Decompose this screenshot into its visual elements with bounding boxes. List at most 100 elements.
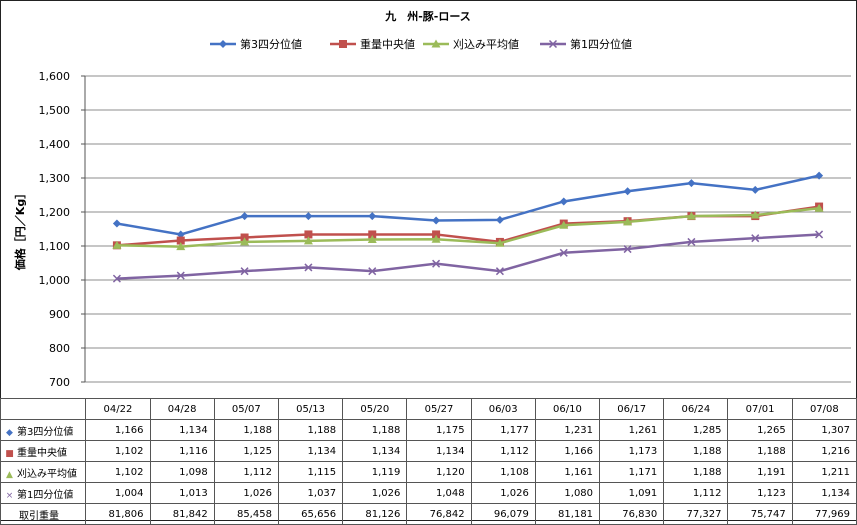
x-tick-label-text: 05/13 (296, 403, 325, 415)
table-row: × 第1四分位値 1,004 1,013 1,026 1,037 1,026 1,048 1,0… (0, 482, 857, 504)
data-label-text: 1,166 (114, 424, 144, 436)
data-label: 1,026 (213, 482, 279, 504)
data-point (304, 212, 313, 221)
x-tick-label: 05/07 (213, 398, 279, 420)
data-point (112, 274, 121, 283)
data-label: 1,265 (727, 419, 793, 441)
series-4 (112, 230, 824, 283)
data-label: 1,191 (727, 461, 793, 483)
data-point (751, 185, 760, 194)
legend-item-1: 第3四分位値 (210, 37, 302, 51)
volume-value-text: 81,126 (365, 508, 401, 520)
x-tick-label-text: 07/01 (745, 403, 775, 415)
data-label: 1,116 (149, 440, 215, 462)
data-label-text: 1,134 (307, 445, 337, 457)
data-label: 1,026 (342, 482, 408, 504)
row-label-text: 第3四分位値 (17, 426, 74, 438)
data-label: 1,211 (791, 461, 857, 483)
row-label: × 第1四分位値 (0, 482, 87, 504)
x-tick-label: 05/13 (277, 398, 344, 420)
data-label-text: 1,188 (692, 466, 722, 478)
data-label: 1,188 (277, 419, 344, 441)
data-label-text: 1,188 (371, 424, 401, 436)
legend-marker (219, 40, 227, 48)
y-tick-label: 1,500 (39, 104, 71, 117)
data-label-text: 1,231 (564, 424, 594, 436)
legend-item-3: 刈込み平均値 (423, 38, 519, 51)
data-label-text: 1,188 (692, 445, 722, 457)
data-label-text: 1,080 (564, 487, 594, 499)
legend-item-2: 重量中央値 (330, 37, 415, 51)
data-point (176, 271, 185, 280)
data-label-text: 1,119 (371, 466, 401, 478)
volume-value-text: 81,181 (558, 508, 594, 520)
volume-value: 77,969 (791, 503, 857, 525)
row-marker-icon: ◆ (6, 427, 13, 438)
data-label: 1,091 (599, 482, 665, 504)
data-label-text: 1,173 (628, 445, 658, 457)
data-label: 1,166 (85, 419, 151, 441)
y-tick-label: 1,100 (39, 240, 71, 253)
data-point (176, 230, 185, 239)
y-tick-label: 900 (49, 308, 70, 321)
data-label-text: 1,171 (628, 466, 658, 478)
data-point (686, 211, 696, 220)
data-label: 1,134 (791, 482, 857, 504)
data-point (304, 263, 313, 272)
data-label-text: 1,188 (307, 424, 337, 436)
row-label-text: 取引重量 (19, 510, 59, 522)
data-point (751, 234, 760, 243)
data-label: 1,119 (342, 461, 408, 483)
data-point (559, 197, 568, 206)
data-label-text: 1,123 (757, 487, 786, 499)
data-point (367, 235, 377, 244)
data-point (368, 212, 377, 221)
x-tick-label: 05/20 (342, 398, 408, 420)
data-label: 1,188 (727, 440, 793, 462)
x-tick-label-text: 04/28 (167, 403, 197, 415)
data-point (623, 217, 633, 226)
data-label-text: 1,013 (179, 487, 208, 499)
volume-value-text: 76,830 (622, 508, 658, 520)
data-label: 1,177 (470, 419, 536, 441)
data-label-text: 1,216 (821, 445, 850, 457)
data-label-text: 1,037 (307, 487, 337, 499)
data-label: 1,216 (791, 440, 857, 462)
x-tick-label-text: 04/22 (103, 403, 133, 415)
data-point (240, 237, 250, 246)
data-label: 1,115 (277, 461, 344, 483)
y-tick-label: 700 (49, 376, 70, 389)
data-point (815, 171, 824, 180)
data-label-text: 1,112 (692, 487, 722, 499)
data-point (368, 267, 377, 276)
data-label-text: 1,134 (821, 487, 850, 499)
data-label-text: 1,261 (628, 424, 658, 436)
x-tick-label-text: 06/10 (553, 403, 582, 415)
table-row: ■ 重量中央値 1,102 1,116 1,125 1,134 1,134 1,134 1,11… (0, 440, 857, 462)
data-label: 1,188 (213, 419, 279, 441)
data-label: 1,261 (599, 419, 665, 441)
data-label-text: 1,134 (435, 445, 465, 457)
data-label: 1,134 (277, 440, 344, 462)
y-tick-label: 1,400 (39, 138, 71, 151)
data-point (559, 220, 569, 229)
volume-value: 77,327 (663, 503, 729, 525)
table-row: 取引重量 81,806 81,842 85,458 65,656 81,126 76,842… (0, 503, 857, 525)
data-label: 1,175 (406, 419, 472, 441)
data-table: 04/22 04/28 05/07 05/13 05/20 05/27 06/03 06/10… (0, 398, 857, 525)
legend-marker (339, 40, 347, 48)
row-label: ■ 重量中央値 (0, 440, 87, 462)
data-label-text: 1,026 (243, 487, 272, 499)
data-label-text: 1,285 (692, 424, 722, 436)
data-label-text: 1,191 (757, 466, 786, 478)
table-header-row: 04/22 04/28 05/07 05/13 05/20 05/27 06/03 06/10… (0, 398, 857, 420)
data-label: 1,188 (342, 419, 408, 441)
data-point (303, 236, 313, 245)
data-label-text: 1,265 (757, 424, 786, 436)
volume-value: 75,747 (727, 503, 793, 525)
x-tick-label: 07/08 (791, 398, 857, 420)
data-label-text: 1,098 (179, 466, 208, 478)
data-point (240, 212, 249, 221)
y-tick-label: 800 (49, 342, 70, 355)
